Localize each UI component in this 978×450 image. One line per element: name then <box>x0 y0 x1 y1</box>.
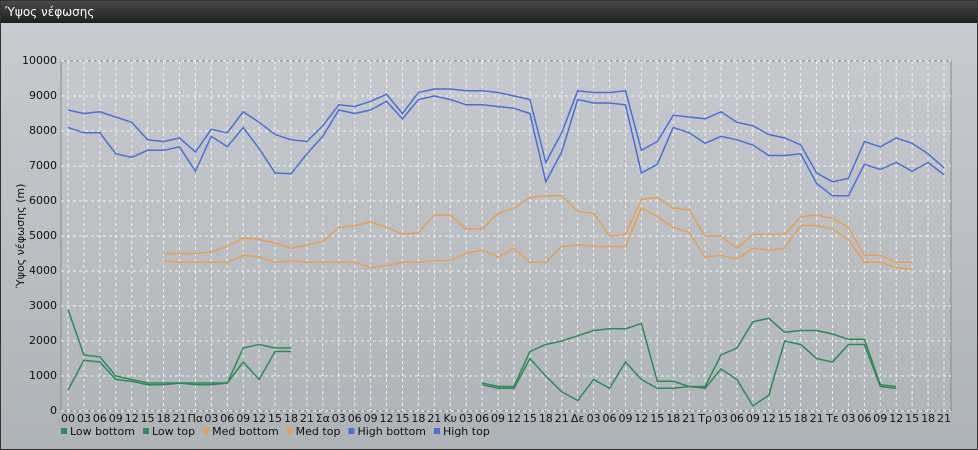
title-bar: Ύψος νέφωσης <box>1 1 977 23</box>
x-tick-label: 15 <box>268 412 282 425</box>
x-tick-label: 21 <box>555 412 569 425</box>
x-tick-label: 21 <box>300 412 314 425</box>
x-tick-label: 09 <box>109 412 123 425</box>
x-tick-label: 09 <box>873 412 887 425</box>
x-tick-label: 06 <box>730 412 744 425</box>
x-tick-label: 09 <box>491 412 505 425</box>
x-tick-label: 12 <box>507 412 521 425</box>
x-tick-label: 12 <box>634 412 648 425</box>
x-tick-label: 12 <box>125 412 139 425</box>
x-tick-label: Τε <box>825 412 839 425</box>
y-tick-label: 8000 <box>29 124 57 137</box>
series-line <box>163 195 913 264</box>
x-tick-label: 03 <box>714 412 728 425</box>
x-tick-label: 12 <box>762 412 776 425</box>
x-tick-label: 21 <box>427 412 441 425</box>
x-tick-label: 15 <box>778 412 792 425</box>
x-tick-label: 18 <box>157 412 171 425</box>
series-line <box>67 88 945 183</box>
x-tick-label: 18 <box>794 412 808 425</box>
x-tick-label: 18 <box>539 412 553 425</box>
x-tick-label: 03 <box>841 412 855 425</box>
x-tick-label: 03 <box>77 412 91 425</box>
x-tick-label: 21 <box>937 412 951 425</box>
legend-swatch <box>61 428 67 434</box>
x-tick-label: 15 <box>523 412 537 425</box>
series-line <box>163 206 913 271</box>
x-tick-label: 21 <box>810 412 824 425</box>
x-tick-label: 15 <box>650 412 664 425</box>
y-tick-label: 4000 <box>29 264 57 277</box>
legend-swatch <box>286 428 293 434</box>
y-tick-label: 0 <box>50 404 57 417</box>
x-tick-label: 09 <box>236 412 250 425</box>
legend-swatch <box>434 428 440 434</box>
series-line <box>67 309 897 388</box>
x-tick-label: 06 <box>348 412 362 425</box>
y-tick-label: 2000 <box>29 334 57 347</box>
x-tick-label: 06 <box>857 412 871 425</box>
x-tick-label: 15 <box>905 412 919 425</box>
x-tick-label: 21 <box>682 412 696 425</box>
x-tick-label: 06 <box>93 412 107 425</box>
x-tick-label: 18 <box>284 412 298 425</box>
x-tick-label: 12 <box>380 412 394 425</box>
legend-label: Med top <box>296 425 341 438</box>
x-tick-label: 03 <box>587 412 601 425</box>
x-tick-label: 06 <box>220 412 234 425</box>
y-tick-label: 10000 <box>22 54 57 67</box>
x-tick-label: 18 <box>921 412 935 425</box>
y-tick-label: 9000 <box>29 89 57 102</box>
y-tick-label: 7000 <box>29 159 57 172</box>
y-tick-label: 5000 <box>29 229 57 242</box>
x-tick-label: 03 <box>204 412 218 425</box>
x-tick-label: 03 <box>332 412 346 425</box>
legend-swatch <box>142 428 149 434</box>
x-tick-label: 03 <box>459 412 473 425</box>
y-axis-label: Ύψος νέφωσης (m) <box>14 184 27 290</box>
chart: Ύψος νέφωσης (m) 0 1000 2000 3000 4000 5000 60… <box>14 54 952 438</box>
x-tick-label: Κυ <box>443 412 457 425</box>
x-tick-label: 09 <box>746 412 760 425</box>
y-tick-label: 6000 <box>29 194 57 207</box>
legend-label: Med bottom <box>212 425 279 438</box>
x-tick-label: 18 <box>411 412 425 425</box>
x-tick-label: 00 <box>61 412 75 425</box>
legend-label: Low bottom <box>70 425 135 438</box>
x-tick-label: 12 <box>252 412 266 425</box>
x-tick-label: Δε <box>571 412 585 425</box>
legend-swatch <box>348 428 355 434</box>
series-line <box>67 95 945 197</box>
legend-label: Low top <box>152 425 195 438</box>
x-tick-label: Τρ <box>697 412 712 425</box>
legend-label: High bottom <box>357 425 426 438</box>
legend-label: High top <box>443 425 490 438</box>
x-tick-label: 09 <box>618 412 632 425</box>
x-tick-label: 12 <box>889 412 903 425</box>
x-tick-label: 15 <box>395 412 409 425</box>
x-tick-label: 06 <box>603 412 617 425</box>
x-tick-label: 06 <box>475 412 489 425</box>
x-tick-label: 09 <box>364 412 378 425</box>
x-tick-label: 18 <box>666 412 680 425</box>
y-tick-label: 1000 <box>29 369 57 382</box>
x-tick-label: Σα <box>316 412 330 425</box>
legend-swatch <box>203 428 210 434</box>
y-tick-label: 3000 <box>29 299 57 312</box>
x-tick-label: Πα <box>188 412 204 425</box>
x-tick-label: 21 <box>172 412 186 425</box>
x-tick-label: 15 <box>141 412 155 425</box>
